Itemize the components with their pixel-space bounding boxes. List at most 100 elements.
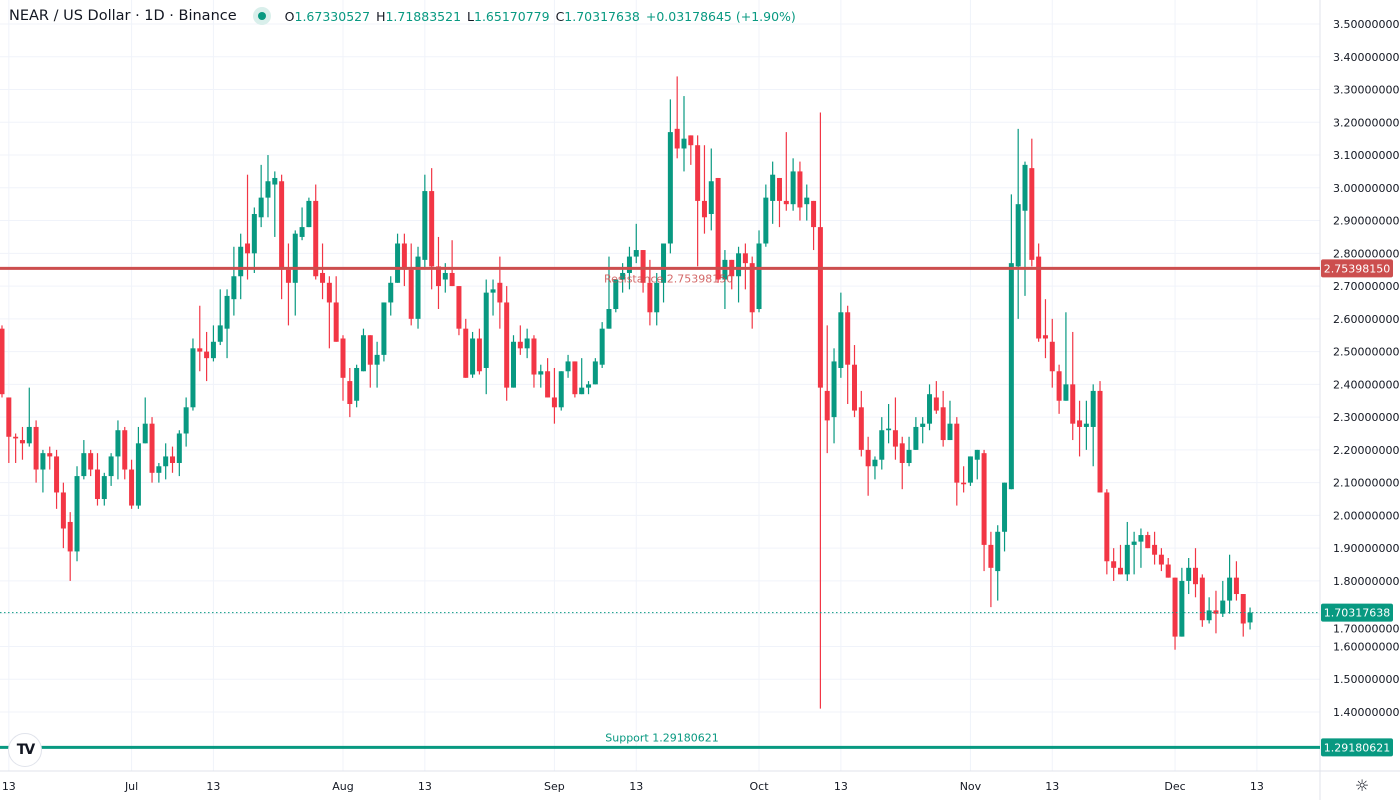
candle-up[interactable] — [251, 207, 257, 273]
candle-up[interactable] — [1008, 194, 1014, 490]
candle-down[interactable] — [899, 436, 905, 490]
candle-up[interactable] — [538, 364, 544, 388]
candle-down[interactable] — [1070, 331, 1076, 441]
candle-up[interactable] — [667, 99, 673, 254]
candle-up[interactable] — [483, 279, 489, 395]
candle-down[interactable] — [1036, 243, 1042, 342]
candle-down[interactable] — [449, 240, 455, 287]
candle-down[interactable] — [695, 135, 701, 267]
candle-up[interactable] — [756, 230, 762, 313]
candle-down[interactable] — [1233, 561, 1239, 601]
candle-up[interactable] — [395, 233, 401, 283]
candle-up[interactable] — [115, 420, 121, 480]
candle-down[interactable] — [401, 233, 407, 287]
candle-down[interactable] — [347, 367, 353, 418]
candle-down[interactable] — [88, 449, 94, 477]
candle-down[interactable] — [572, 361, 578, 398]
candle-up[interactable] — [708, 148, 714, 231]
candle-up[interactable] — [388, 276, 394, 316]
candle-down[interactable] — [279, 174, 285, 300]
tradingview-logo[interactable]: TV — [8, 733, 42, 767]
candle-down[interactable] — [170, 446, 175, 473]
candle-up[interactable] — [736, 246, 742, 303]
candle-down[interactable] — [6, 397, 12, 463]
candle-down[interactable] — [1029, 138, 1035, 267]
candle-down[interactable] — [1049, 318, 1055, 388]
candle-down[interactable] — [19, 426, 25, 460]
candle-down[interactable] — [1077, 400, 1083, 457]
candle-up[interactable] — [1179, 567, 1185, 637]
candle-up[interactable] — [558, 371, 564, 411]
candle-down[interactable] — [1117, 544, 1123, 575]
candle-up[interactable] — [790, 158, 796, 211]
candle-down[interactable] — [429, 168, 435, 290]
candle-up[interactable] — [374, 341, 380, 388]
candle-down[interactable] — [60, 482, 66, 549]
candle-up[interactable] — [490, 279, 496, 316]
gear-icon[interactable]: ☼ — [1354, 776, 1370, 795]
candle-down[interactable] — [408, 243, 414, 326]
candle-down[interactable] — [852, 345, 857, 418]
candle-up[interactable] — [920, 417, 926, 444]
candle-down[interactable] — [47, 446, 53, 470]
candle-up[interactable] — [1206, 597, 1212, 624]
candle-up[interactable] — [272, 171, 278, 237]
candle-down[interactable] — [1042, 299, 1048, 359]
candle-down[interactable] — [1111, 548, 1117, 581]
candle-down[interactable] — [551, 367, 557, 424]
candle-up[interactable] — [470, 331, 476, 378]
candle-up[interactable] — [592, 358, 598, 385]
candle-up[interactable] — [1063, 312, 1069, 401]
candle-up[interactable] — [231, 246, 237, 316]
candle-down[interactable] — [435, 236, 441, 310]
candle-down[interactable] — [674, 76, 680, 159]
candle-up[interactable] — [1227, 554, 1233, 614]
candle-up[interactable] — [1186, 557, 1192, 595]
candle-up[interactable] — [360, 328, 366, 372]
candle-up[interactable] — [654, 272, 660, 326]
candle-up[interactable] — [524, 328, 530, 359]
candle-down[interactable] — [988, 531, 994, 608]
candle-down[interactable] — [688, 135, 694, 165]
candle-up[interactable] — [1131, 531, 1137, 575]
candle-up[interactable] — [306, 197, 312, 228]
candle-up[interactable] — [633, 223, 639, 264]
candle-down[interactable] — [858, 390, 864, 457]
candle-down[interactable] — [129, 459, 135, 509]
candle-up[interactable] — [415, 246, 421, 329]
candle-up[interactable] — [163, 443, 169, 480]
candle-down[interactable] — [933, 381, 939, 414]
candle-up[interactable] — [599, 322, 605, 368]
candle-up[interactable] — [1015, 128, 1021, 319]
candle-down[interactable] — [67, 512, 73, 581]
candle-down[interactable] — [285, 243, 291, 326]
candle-up[interactable] — [101, 472, 107, 506]
candle-up[interactable] — [217, 289, 223, 346]
candle-down[interactable] — [1104, 489, 1110, 575]
candle-down[interactable] — [742, 243, 748, 290]
candle-down[interactable] — [824, 325, 830, 454]
candle-up[interactable] — [1083, 400, 1089, 450]
time-axis[interactable]: 13 Jul 13 Aug 13 Sep 13 Oct 13 Nov 13 Dec 13 — [2, 780, 1264, 793]
candle-down[interactable] — [340, 335, 346, 401]
candle-up[interactable] — [1124, 521, 1130, 581]
candle-down[interactable] — [701, 145, 707, 234]
candle-down[interactable] — [313, 184, 319, 280]
candle-up[interactable] — [422, 174, 428, 270]
candle-down[interactable] — [33, 420, 39, 483]
candle-up[interactable] — [906, 436, 912, 467]
candle-up[interactable] — [1247, 607, 1253, 630]
candle-up[interactable] — [238, 233, 244, 300]
candle-down[interactable] — [54, 449, 60, 509]
candle-down[interactable] — [1158, 548, 1164, 572]
candle-down[interactable] — [476, 328, 482, 375]
candle-down[interactable] — [149, 417, 155, 483]
candle-down[interactable] — [204, 331, 210, 382]
candle-up[interactable] — [831, 348, 837, 444]
candle-down[interactable] — [504, 286, 510, 401]
candle-down[interactable] — [1172, 577, 1178, 650]
candle-down[interactable] — [783, 132, 789, 211]
candle-down[interactable] — [333, 276, 339, 342]
candle-up[interactable] — [579, 358, 585, 395]
candle-down[interactable] — [845, 305, 851, 405]
